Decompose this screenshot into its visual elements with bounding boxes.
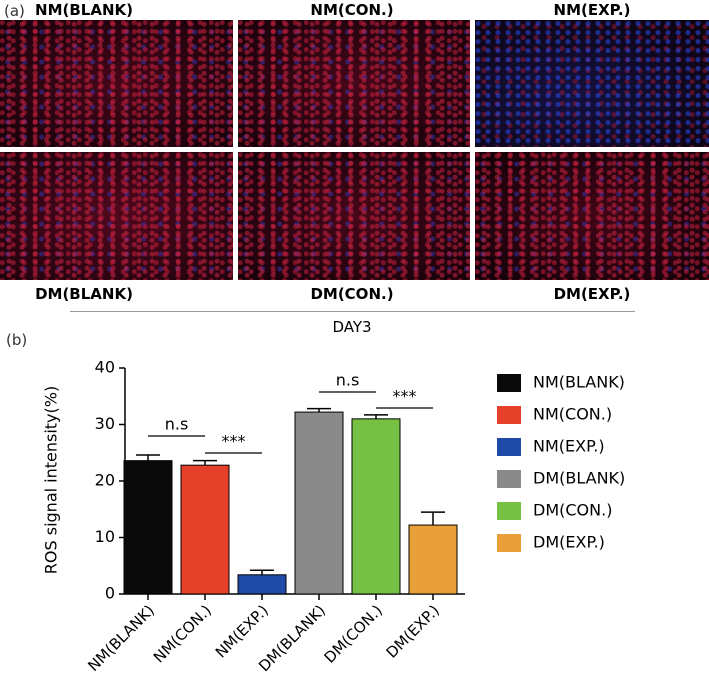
bar — [180, 464, 230, 595]
bar — [294, 411, 344, 595]
bar — [351, 418, 401, 595]
image-label: DM(BLANK) — [35, 285, 133, 303]
y-axis-title: ROS signal intensity(%) — [42, 386, 61, 574]
image-label: NM(CON.) — [310, 1, 394, 19]
legend-label: NM(EXP.) — [533, 437, 605, 456]
x-tick-label: NM(EXP.) — [212, 601, 272, 661]
significance-label: *** — [393, 387, 417, 406]
legend-swatch — [497, 406, 521, 424]
bar — [123, 460, 173, 595]
legend-swatch — [497, 374, 521, 392]
legend-swatch — [497, 438, 521, 456]
legend-label: NM(BLANK) — [533, 373, 625, 392]
image-label: DM(EXP.) — [553, 285, 631, 303]
x-tick-label: DM(EXP.) — [383, 601, 443, 661]
micrograph — [238, 152, 470, 280]
divider — [70, 311, 635, 312]
image-label: DM(CON.) — [310, 285, 394, 303]
bar — [408, 524, 458, 595]
legend-label: DM(EXP.) — [533, 533, 605, 552]
image-label: NM(EXP.) — [553, 1, 631, 19]
image-label: NM(BLANK) — [35, 1, 133, 19]
micrograph — [0, 20, 233, 147]
y-tick-label: 30 — [95, 414, 115, 433]
micrograph — [0, 152, 233, 280]
legend-swatch — [497, 470, 521, 488]
panel-label: (b) — [6, 331, 28, 349]
legend-label: DM(CON.) — [533, 501, 612, 520]
x-tick-label: DM(CON.) — [321, 601, 386, 666]
legend-label: NM(CON.) — [533, 405, 612, 424]
micrograph — [475, 152, 709, 280]
y-tick-label: 10 — [95, 527, 115, 546]
significance-label: n.s — [165, 415, 189, 434]
micrograph — [238, 20, 470, 147]
panel-label: (a) — [4, 2, 25, 20]
y-tick-label: 0 — [105, 584, 115, 603]
significance-label: *** — [222, 432, 246, 451]
legend-swatch — [497, 502, 521, 520]
micrograph — [475, 20, 709, 147]
x-tick-label: NM(CON.) — [150, 601, 215, 666]
y-tick-label: 40 — [95, 358, 115, 377]
legend-swatch — [497, 534, 521, 552]
day-label: DAY3 — [332, 318, 372, 336]
bar — [237, 574, 287, 595]
y-tick-label: 20 — [95, 471, 115, 490]
x-tick-label: NM(BLANK) — [84, 601, 158, 675]
significance-label: n.s — [336, 371, 360, 390]
legend-label: DM(BLANK) — [533, 469, 625, 488]
